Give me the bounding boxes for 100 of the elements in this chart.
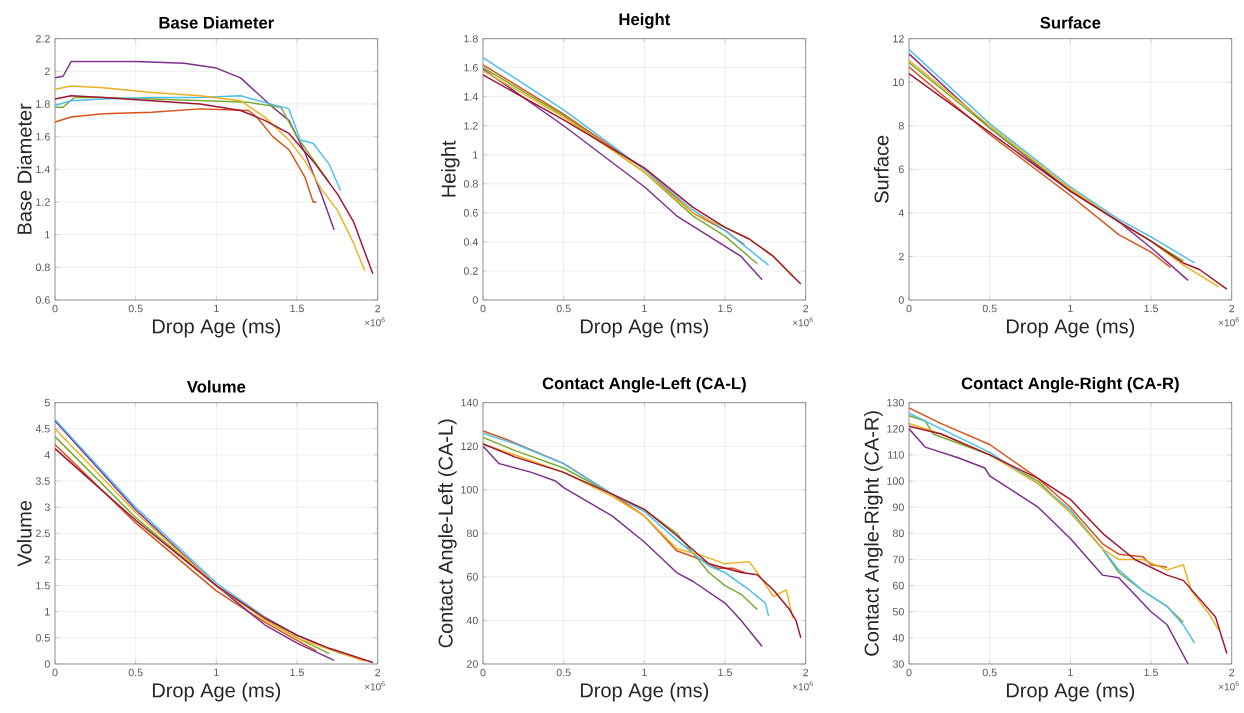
x-tick-label: 0 [480, 668, 486, 677]
x-tick-label: 2 [1229, 304, 1235, 313]
y-tick-label: 0.8 [463, 180, 478, 188]
y-tick-label: 1.8 [36, 100, 50, 108]
x-tick-label: 0.5 [982, 668, 997, 677]
x-tick-label: 0.5 [556, 668, 571, 677]
x-tick-label: 0.5 [128, 304, 143, 313]
y-tick-label: 100 [461, 486, 478, 494]
y-tick-label: 1.2 [36, 198, 50, 206]
y-tick-label: 30 [892, 660, 904, 668]
text: ×10$^{6}$ [364, 317, 385, 327]
x-tick-label: 0 [906, 304, 912, 313]
line-series [909, 407, 1168, 569]
text: ×10$^{6}$ [792, 681, 813, 691]
y-tick-label: 0.5 [35, 634, 50, 642]
x-axis-title: Drop Age (ms) [580, 682, 709, 702]
x-tick-label: 2 [803, 668, 809, 677]
y-axis-title: Height [441, 140, 460, 197]
chart-title: Contact Angle-Right (CA-R) [961, 377, 1179, 393]
x-axis-title: Drop Age (ms) [580, 318, 709, 338]
x-axis-title: Drop Age (ms) [152, 682, 281, 702]
y-tick-label: 0 [472, 296, 478, 304]
y-tick-label: 1.6 [464, 63, 478, 72]
x-axis-title: Drop Age (ms) [1006, 682, 1135, 702]
y-axis-title: Contact Angle-Left (CA-L) [438, 419, 457, 648]
y-tick-label: 130 [887, 398, 904, 407]
y-tick-label: 0.6 [463, 209, 478, 217]
y-tick-label: 80 [466, 529, 478, 538]
y-tick-label: 20 [466, 660, 478, 668]
y-tick-label: 60 [466, 573, 478, 581]
y-tick-label: 1.6 [36, 132, 50, 141]
x-tick-label: 2 [375, 668, 381, 677]
line-series [483, 445, 763, 648]
chart-title: Surface [1040, 16, 1101, 29]
y-tick-label: 60 [892, 581, 904, 590]
y-tick-label: 4.5 [35, 425, 50, 433]
y-axis-title: Volume [16, 500, 32, 567]
y-tick-label: 1.4 [36, 165, 50, 173]
y-tick-label: 1 [473, 151, 478, 159]
y-tick-label: 2.5 [36, 529, 50, 538]
x-tick-label: 0 [480, 304, 486, 313]
text: ×10$^{6}$ [1218, 317, 1239, 327]
x-tick-label: 1 [642, 304, 647, 313]
x-tick-label: 2 [803, 304, 809, 313]
x-tick-label: 1.5 [718, 304, 732, 313]
y-tick-label: 2.2 [36, 34, 50, 43]
x-tick-label: 0 [52, 304, 58, 313]
x-tick-label: 1.5 [290, 668, 304, 677]
x-tick-label: 0.5 [556, 304, 571, 313]
x-tick-label: 1 [1068, 304, 1073, 313]
y-tick-label: 70 [892, 555, 904, 564]
y-tick-label: 4 [44, 451, 50, 459]
y-tick-label: 40 [892, 634, 904, 642]
y-tick-label: 2 [898, 252, 904, 261]
line-series [909, 428, 1189, 664]
x-axis-title: Drop Age (ms) [152, 318, 281, 338]
y-tick-label: 3 [44, 503, 50, 511]
x-tick-label: 0 [906, 668, 912, 677]
y-tick-label: 1.4 [464, 93, 478, 101]
text: ×10$^{6}$ [792, 317, 813, 327]
y-tick-label: 12 [893, 34, 904, 43]
y-tick-label: 90 [892, 503, 904, 511]
y-tick-label: 0.6 [35, 296, 50, 304]
x-tick-label: 1.5 [718, 668, 732, 677]
y-tick-label: 0.4 [463, 238, 478, 246]
y-tick-label: 50 [892, 607, 904, 616]
x-axis-title: Drop Age (ms) [1006, 318, 1135, 338]
y-axis-title: Contact Angle-Right (CA-R) [864, 411, 883, 656]
x-tick-label: 1.5 [290, 304, 304, 313]
x-tick-label: 2 [375, 304, 381, 313]
y-tick-label: 2 [44, 67, 50, 76]
x-tick-label: 0.5 [128, 668, 143, 677]
y-axis-title: Surface [873, 135, 889, 203]
x-tick-label: 1 [642, 668, 647, 677]
x-tick-label: 1.5 [1144, 304, 1158, 313]
x-tick-label: 1.5 [1144, 668, 1158, 677]
y-tick-label: 10 [893, 78, 904, 86]
y-tick-label: 2 [44, 555, 50, 564]
x-tick-label: 2 [1229, 668, 1235, 677]
x-tick-label: 1 [214, 304, 219, 313]
y-tick-label: 0.8 [35, 263, 50, 272]
y-tick-label: 1.5 [36, 581, 50, 590]
y-tick-label: 140 [461, 398, 478, 407]
y-tick-label: 1 [45, 608, 50, 616]
x-tick-label: 1 [214, 668, 219, 677]
x-tick-label: 0 [52, 668, 58, 677]
y-tick-label: 100 [887, 477, 904, 485]
line-series [55, 108, 318, 203]
y-tick-label: 5 [44, 398, 50, 407]
x-tick-label: 1 [1068, 668, 1073, 677]
chart-title: Height [619, 12, 671, 29]
y-tick-label: 3.5 [35, 477, 50, 485]
chart-title: Contact Angle-Left (CA-L) [542, 377, 746, 393]
y-tick-label: 0.2 [463, 267, 478, 275]
y-tick-label: 0 [898, 296, 904, 304]
chart-title: Base Diameter [159, 16, 274, 29]
y-tick-label: 8 [898, 122, 904, 130]
y-tick-label: 4 [898, 209, 904, 217]
y-tick-label: 120 [461, 442, 478, 450]
chart-title: Volume [186, 380, 246, 393]
